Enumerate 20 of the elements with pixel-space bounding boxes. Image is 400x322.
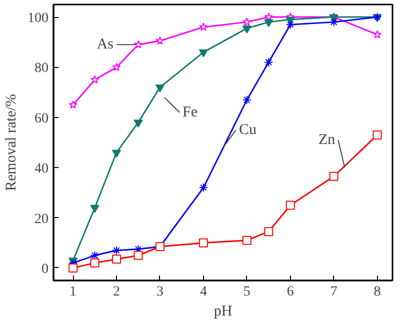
y-tick-label: 40 bbox=[34, 162, 48, 177]
y-axis-title: Removal rate/% bbox=[4, 94, 20, 192]
y-tick-label: 60 bbox=[34, 111, 48, 126]
series-label: As bbox=[96, 36, 114, 53]
x-tick-label: 2 bbox=[113, 284, 120, 300]
series-label: Zn bbox=[318, 132, 336, 148]
x-tick-label: 6 bbox=[286, 284, 294, 300]
y-tick-label: 20 bbox=[34, 212, 48, 227]
series-label: Cu bbox=[239, 122, 258, 138]
x-tick-label: 3 bbox=[156, 284, 164, 300]
x-tick-label: 1 bbox=[70, 284, 77, 300]
x-tick-label: 7 bbox=[330, 284, 338, 300]
series-label: Fe bbox=[182, 104, 198, 120]
x-tick-label: 4 bbox=[200, 284, 207, 300]
x-tick-label: 8 bbox=[374, 284, 381, 300]
x-axis-title: pH bbox=[214, 304, 232, 320]
x-tick-label: 5 bbox=[243, 284, 250, 300]
y-tick-label: 80 bbox=[34, 61, 48, 76]
y-tick-label: 0 bbox=[42, 262, 48, 277]
y-tick-label: 100 bbox=[28, 11, 48, 26]
